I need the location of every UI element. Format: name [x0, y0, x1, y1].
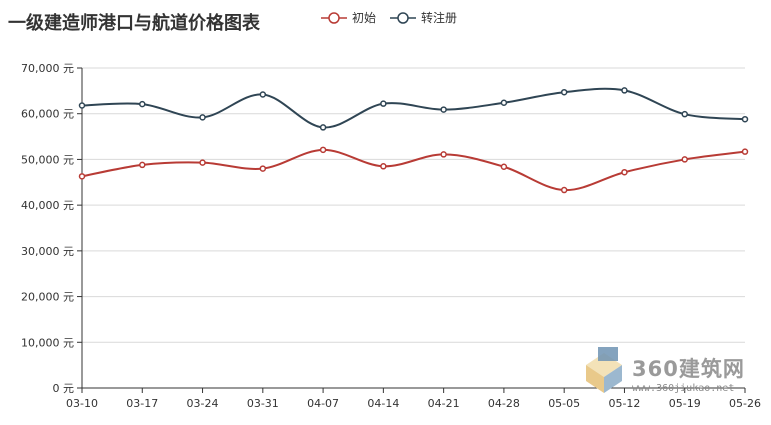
data-point-0 [500, 163, 508, 170]
series-line-1 [81, 87, 746, 129]
legend-marker-transfer [390, 11, 417, 24]
data-point-0 [139, 161, 146, 169]
y-tick-label: 0 元 [53, 382, 75, 395]
data-point-1 [500, 99, 508, 106]
chart-title: 一级建造师港口与航道价格图表 [8, 13, 260, 34]
legend-item-initial[interactable]: 初始 [321, 9, 376, 26]
data-point-1 [78, 102, 86, 109]
x-tick-label: 04-21 [428, 397, 460, 410]
data-point-1 [560, 88, 568, 96]
data-point-1 [741, 115, 749, 123]
x-tick-label: 05-26 [729, 397, 761, 410]
data-point-0 [681, 156, 688, 163]
data-point-1 [621, 87, 628, 94]
data-point-1 [259, 91, 267, 98]
x-tick-label: 03-10 [66, 397, 98, 410]
x-tick-label: 03-31 [247, 397, 279, 410]
data-point-0 [440, 151, 447, 158]
watermark-text: 360建筑网 [632, 357, 745, 381]
legend-item-transfer[interactable]: 转注册 [390, 9, 457, 26]
data-point-0 [380, 163, 387, 170]
x-tick-label: 04-28 [488, 397, 520, 410]
watermark: 360建筑网 www.360jiukao.net [582, 345, 762, 400]
series-line-0 [81, 148, 746, 192]
x-tick-label: 05-05 [548, 397, 580, 410]
y-tick-label: 70,000 元 [21, 62, 74, 75]
data-point-0 [319, 146, 327, 154]
data-point-1 [440, 106, 447, 113]
legend-label-transfer: 转注册 [421, 11, 458, 25]
data-point-1 [681, 110, 688, 118]
y-tick-label: 30,000 元 [21, 245, 74, 258]
data-point-1 [199, 114, 206, 121]
y-tick-label: 40,000 元 [21, 199, 74, 212]
legend-label-initial: 初始 [352, 11, 377, 25]
y-tick-label: 20,000 元 [21, 291, 74, 304]
x-tick-label: 03-17 [126, 397, 158, 410]
data-point-1 [139, 100, 146, 108]
data-point-0 [78, 173, 86, 180]
data-point-1 [319, 124, 327, 131]
y-tick-label: 10,000 元 [21, 336, 74, 349]
data-point-0 [259, 165, 267, 172]
data-point-1 [380, 100, 387, 107]
y-tick-label: 60,000 元 [21, 108, 74, 121]
data-point-0 [199, 159, 206, 166]
watermark-url: www.360jiukao.net [632, 383, 735, 394]
legend-marker-initial [321, 11, 347, 24]
x-tick-label: 05-19 [669, 397, 701, 410]
watermark-logo-icon [586, 347, 622, 393]
x-tick-label: 03-24 [187, 397, 219, 410]
data-point-0 [560, 186, 568, 194]
x-tick-label: 04-07 [307, 397, 339, 410]
data-point-0 [621, 168, 628, 176]
x-tick-label: 04-14 [367, 397, 399, 410]
x-tick-label: 05-12 [608, 397, 640, 410]
y-tick-label: 50,000 元 [21, 153, 74, 166]
data-point-0 [741, 148, 749, 155]
legend: 初始 转注册 [321, 9, 471, 26]
